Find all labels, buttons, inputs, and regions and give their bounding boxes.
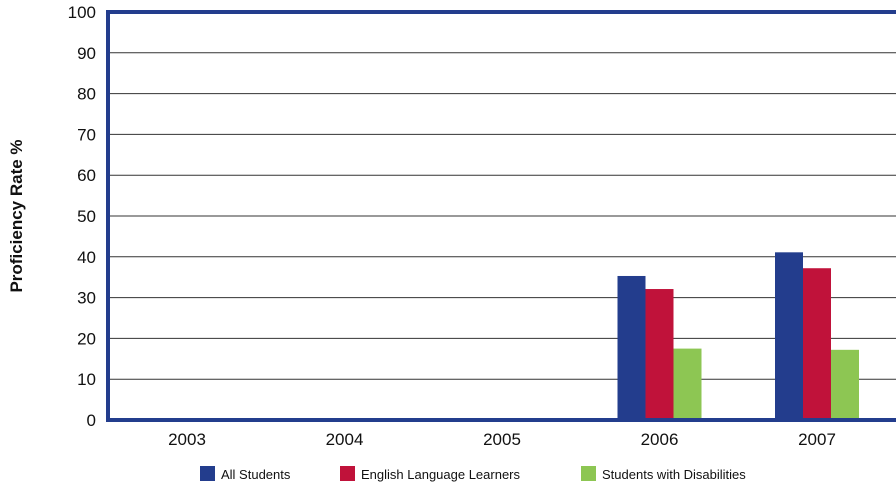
x-tick-label: 2003	[168, 430, 206, 449]
y-tick-label: 40	[77, 248, 96, 267]
legend: All Students English Language Learners Stu…	[200, 466, 746, 482]
x-tick-label: 2005	[483, 430, 521, 449]
y-axis-label: Proficiency Rate %	[7, 139, 26, 292]
bar	[646, 289, 674, 420]
y-tick-label: 70	[77, 125, 96, 144]
legend-swatch	[581, 466, 596, 481]
x-tick-label: 2006	[641, 430, 679, 449]
y-tick-labels: 0 10 20 30 40 50 60 70 80 90 100	[68, 3, 96, 430]
bar	[618, 276, 646, 420]
legend-swatch	[340, 466, 355, 481]
legend-label: Students with Disabilities	[602, 467, 746, 482]
legend-label: English Language Learners	[361, 467, 521, 482]
bar	[803, 268, 831, 420]
x-tick-label: 2007	[798, 430, 836, 449]
bar	[674, 349, 702, 420]
bar	[831, 350, 859, 420]
y-tick-label: 90	[77, 44, 96, 63]
y-tick-label: 100	[68, 3, 96, 22]
y-tick-label: 0	[87, 411, 96, 430]
x-tick-label: 2004	[326, 430, 364, 449]
bars	[618, 252, 860, 420]
legend-swatch	[200, 466, 215, 481]
y-tick-label: 50	[77, 207, 96, 226]
legend-label: All Students	[221, 467, 291, 482]
y-tick-label: 10	[77, 370, 96, 389]
bar	[775, 252, 803, 420]
y-tick-label: 60	[77, 166, 96, 185]
x-tick-labels: 2003 2004 2005 2006 2007	[168, 430, 836, 449]
y-tick-label: 30	[77, 289, 96, 308]
y-tick-label: 80	[77, 85, 96, 104]
y-tick-label: 20	[77, 329, 96, 348]
